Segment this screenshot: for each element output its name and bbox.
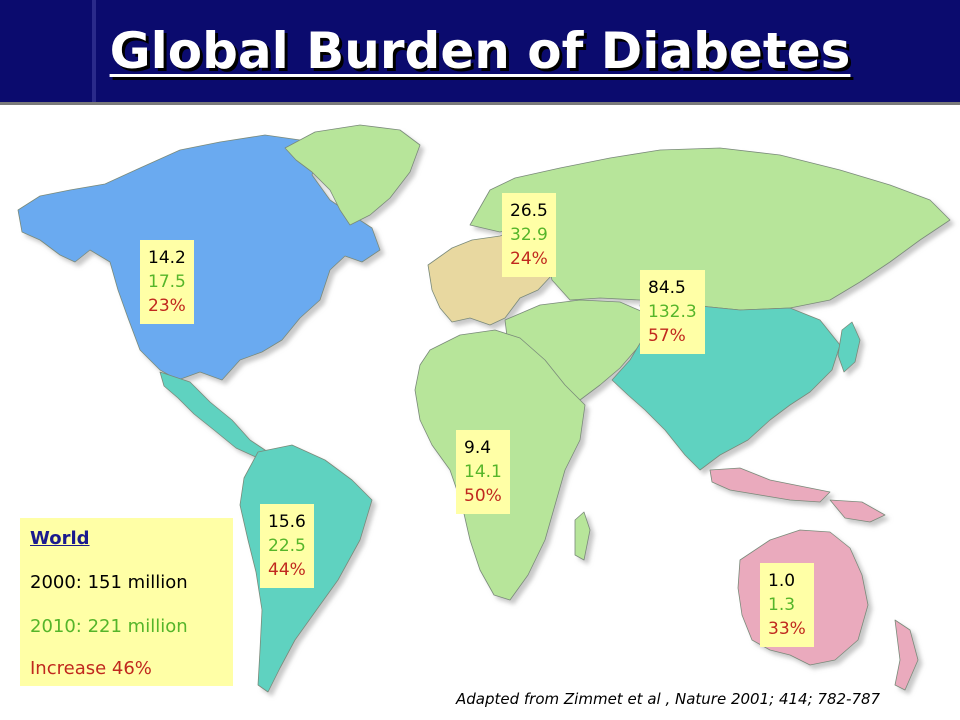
source-citation: Adapted from Zimmet et al , Nature 2001;… <box>456 690 881 708</box>
asia-2000: 84.5 <box>648 278 686 298</box>
oceania-label: 1.0 1.3 33% <box>760 563 814 647</box>
europe-increase: 24% <box>510 249 548 269</box>
oceania-2000: 1.0 <box>768 571 796 591</box>
north-america-label: 14.2 17.5 23% <box>140 240 194 324</box>
south-america-2010: 22.5 <box>268 536 306 556</box>
indonesia-region <box>709 467 831 503</box>
oceania-increase: 33% <box>768 619 806 639</box>
africa-label: 9.4 14.1 50% <box>456 430 510 514</box>
asia-2010: 132.3 <box>648 302 697 322</box>
europe-2010: 32.9 <box>510 225 548 245</box>
world-title: World <box>30 528 90 549</box>
asia-label: 84.5 132.3 57% <box>640 270 705 354</box>
central-america-region <box>159 371 269 459</box>
world-increase: Increase 46% <box>30 658 152 679</box>
world-2000: 2000: 151 million <box>30 572 188 593</box>
africa-increase: 50% <box>464 486 502 506</box>
papua-region <box>829 499 886 523</box>
europe-2000: 26.5 <box>510 201 548 221</box>
header-divider <box>0 102 960 105</box>
north-america-increase: 23% <box>148 296 186 316</box>
oceania-2010: 1.3 <box>768 595 796 615</box>
greenland-region <box>284 124 421 226</box>
north-america-2010: 17.5 <box>148 272 186 292</box>
new-zealand-region <box>894 619 919 691</box>
world-2010: 2010: 221 million <box>30 616 188 637</box>
madagascar-region <box>574 511 591 561</box>
south-america-increase: 44% <box>268 560 306 580</box>
world-summary-box: World 2000: 151 million 2010: 221 millio… <box>20 518 233 686</box>
africa-2000: 9.4 <box>464 438 492 458</box>
page-title: Global Burden of Diabetes <box>109 22 851 80</box>
south-america-2000: 15.6 <box>268 512 306 532</box>
africa-2010: 14.1 <box>464 462 502 482</box>
north-america-2000: 14.2 <box>148 248 186 268</box>
north-america-region <box>17 134 381 381</box>
japan-region <box>837 321 861 373</box>
south-america-label: 15.6 22.5 44% <box>260 504 314 588</box>
asia-increase: 57% <box>648 326 686 346</box>
title-bar: Global Burden of Diabetes <box>0 0 960 105</box>
header-accent-stripe <box>92 0 96 104</box>
europe-label: 26.5 32.9 24% <box>502 193 556 277</box>
